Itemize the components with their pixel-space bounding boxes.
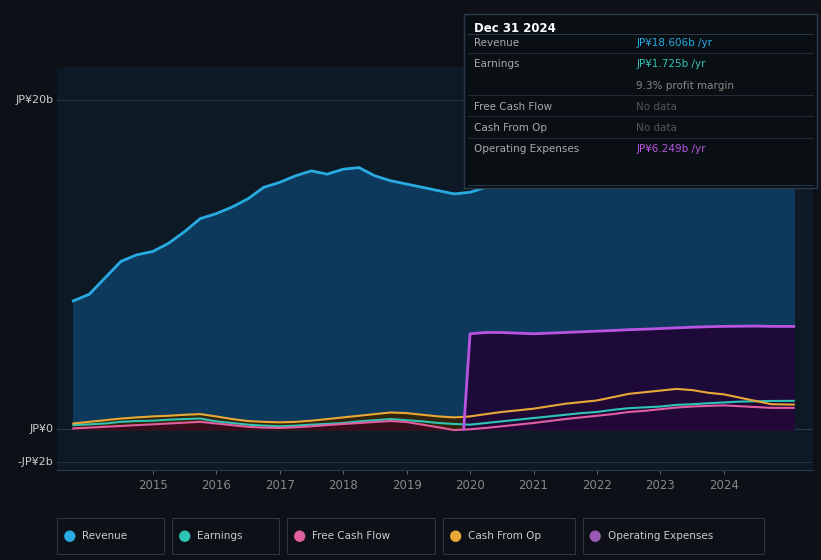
Text: JP¥18.606b /yr: JP¥18.606b /yr [636,38,713,48]
Text: JP¥1.725b /yr: JP¥1.725b /yr [636,59,706,69]
Text: -JP¥2b: -JP¥2b [17,457,53,467]
Text: Operating Expenses: Operating Expenses [474,144,579,155]
Text: Free Cash Flow: Free Cash Flow [312,531,390,541]
Text: Cash From Op: Cash From Op [468,531,541,541]
Text: Earnings: Earnings [474,59,519,69]
Text: JP¥20b: JP¥20b [16,95,53,105]
Text: Dec 31 2024: Dec 31 2024 [474,22,556,35]
Text: Cash From Op: Cash From Op [474,123,547,133]
Text: Revenue: Revenue [82,531,127,541]
Text: Earnings: Earnings [197,531,242,541]
Text: JP¥6.249b /yr: JP¥6.249b /yr [636,144,706,155]
Text: No data: No data [636,123,677,133]
Text: JP¥0: JP¥0 [30,424,53,434]
Text: Free Cash Flow: Free Cash Flow [474,102,552,112]
Text: 9.3% profit margin: 9.3% profit margin [636,81,734,91]
Text: Operating Expenses: Operating Expenses [608,531,713,541]
Text: Revenue: Revenue [474,38,519,48]
Text: No data: No data [636,102,677,112]
